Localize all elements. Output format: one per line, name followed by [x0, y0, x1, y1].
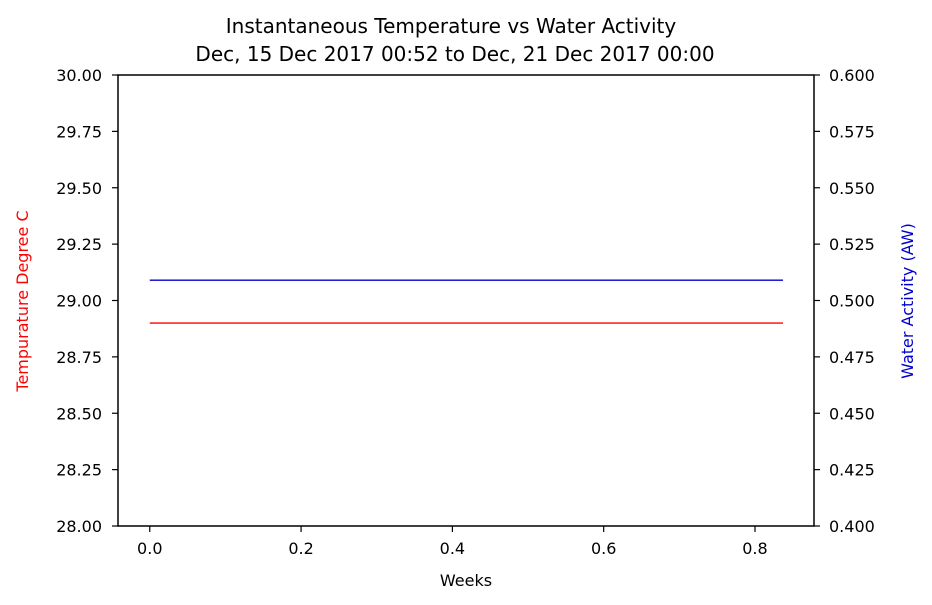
y-left-tick-label: 28.75 — [56, 348, 102, 367]
x-tick-label: 0.8 — [742, 539, 767, 558]
x-axis-label: Weeks — [440, 571, 492, 590]
y-left-tick-label: 29.50 — [56, 179, 102, 198]
y-left-tick-label: 28.00 — [56, 517, 102, 536]
y-left-tick-label: 29.75 — [56, 122, 102, 141]
y-right-tick-label: 0.600 — [829, 66, 875, 85]
chart-title: Instantaneous Temperature vs Water Activ… — [226, 14, 677, 38]
y-right-tick-label: 0.450 — [829, 404, 875, 423]
y-right-tick-label: 0.500 — [829, 292, 875, 311]
y-left-tick-label: 29.00 — [56, 292, 102, 311]
y-left-tick-label: 29.25 — [56, 235, 102, 254]
y-left-tick-label: 28.25 — [56, 461, 102, 480]
x-tick-label: 0.0 — [137, 539, 162, 558]
y-right-tick-label: 0.550 — [829, 179, 875, 198]
y-right-tick-label: 0.400 — [829, 517, 875, 536]
y-axis-label-left: Tempurature Degree C — [13, 210, 32, 392]
y-axis-label-right: Water Activity (AW) — [898, 223, 917, 379]
plot-frame — [117, 74, 815, 527]
x-tick-label: 0.6 — [591, 539, 616, 558]
x-tick-label: 0.4 — [440, 539, 465, 558]
x-tick-label: 0.2 — [288, 539, 313, 558]
y-right-tick-label: 0.525 — [829, 235, 875, 254]
y-left-tick-label: 30.00 — [56, 66, 102, 85]
y-left-tick-label: 28.50 — [56, 404, 102, 423]
chart-subtitle: Dec, 15 Dec 2017 00:52 to Dec, 21 Dec 20… — [195, 42, 714, 66]
y-right-tick-label: 0.425 — [829, 461, 875, 480]
y-right-tick-label: 0.475 — [829, 348, 875, 367]
y-right-tick-label: 0.575 — [829, 122, 875, 141]
series-layer — [149, 279, 783, 324]
ticks-layer: 0.0 0.2 0.4 0.6 0.8 28.00 28.25 28.50 28.75 29.00… — [56, 66, 875, 558]
